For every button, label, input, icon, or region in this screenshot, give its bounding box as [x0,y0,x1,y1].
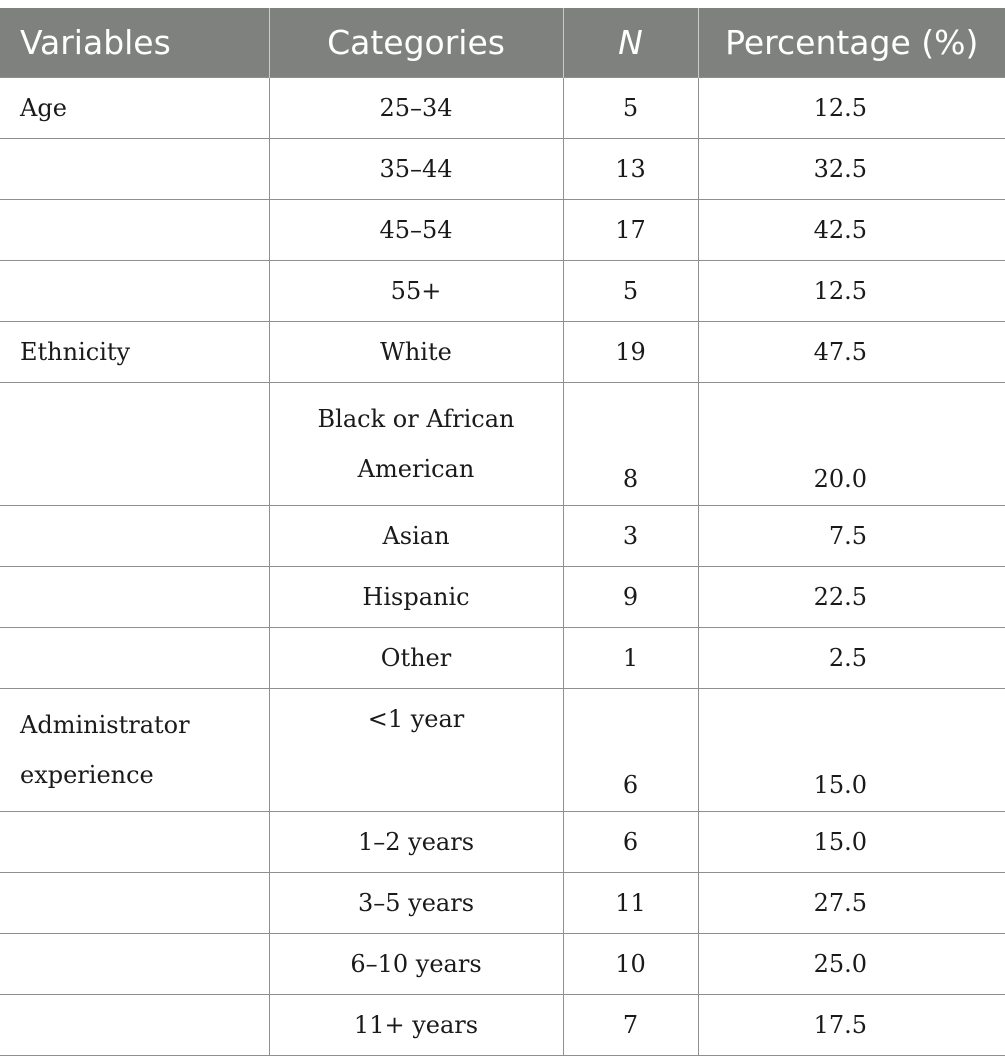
variable-cell: Age [0,77,269,139]
table-row: 6–10 years 10 25.0 [0,933,1005,995]
variable-cell [0,872,269,934]
header-percentage: Percentage (%) [697,8,1005,78]
table-row: Administrator experience <1 year 6 15.0 [0,688,1005,812]
percentage-cell: 47.5 [697,321,1005,383]
n-cell: 5 [562,77,698,139]
n-cell: 8 [562,382,698,506]
n-cell: 13 [562,138,698,200]
category-text: Black or African American [317,405,515,483]
n-cell: 17 [562,199,698,261]
header-categories: Categories [268,8,563,78]
variable-cell: Ethnicity [0,321,269,383]
variable-cell [0,627,269,689]
percentage-cell: 20.0 [697,382,1005,506]
category-cell: <1 year [268,688,563,812]
percentage-cell: 22.5 [697,566,1005,628]
table-row: Hispanic 9 22.5 [0,566,1005,628]
category-cell: 55+ [268,260,563,322]
category-cell: 45–54 [268,199,563,261]
table-row: Black or African American 8 20.0 [0,382,1005,506]
variable-cell [0,382,269,506]
demographics-table: Variables Categories N Percentage (%) Ag… [0,8,1005,1056]
variable-cell: Administrator experience [0,688,269,812]
table-row: 55+ 5 12.5 [0,260,1005,322]
n-cell: 19 [562,321,698,383]
category-cell: 35–44 [268,138,563,200]
table-row: Asian 3 7.5 [0,505,1005,567]
table-row: Age 25–34 5 12.5 [0,77,1005,139]
table-row: 3–5 years 11 27.5 [0,872,1005,934]
percentage-cell: 17.5 [697,994,1005,1056]
variable-cell [0,199,269,261]
percentage-cell: 15.0 [697,811,1005,873]
header-row: Variables Categories N Percentage (%) [0,8,1005,78]
n-cell: 7 [562,994,698,1056]
variable-cell [0,138,269,200]
table-row: 35–44 13 32.5 [0,138,1005,200]
percentage-cell: 7.5 [697,505,1005,567]
table-row: Ethnicity White 19 47.5 [0,321,1005,383]
n-cell: 6 [562,688,698,812]
percentage-cell: 2.5 [697,627,1005,689]
variable-cell [0,994,269,1056]
n-cell: 11 [562,872,698,934]
n-cell: 3 [562,505,698,567]
category-cell: White [268,321,563,383]
header-variables: Variables [0,8,269,78]
variable-text: Administrator experience [20,711,190,789]
table-header: Variables Categories N Percentage (%) [0,8,1005,78]
table-row: 11+ years 7 17.5 [0,994,1005,1056]
category-cell: 3–5 years [268,872,563,934]
percentage-cell: 42.5 [697,199,1005,261]
variable-cell [0,566,269,628]
table-body: Age 25–34 5 12.5 35–44 13 32.5 45–54 17 … [0,77,1005,1056]
n-cell: 6 [562,811,698,873]
category-cell: 6–10 years [268,933,563,995]
category-cell: 11+ years [268,994,563,1056]
variable-cell [0,505,269,567]
category-cell: Black or African American [268,382,563,506]
header-n: N [562,8,698,78]
n-cell: 5 [562,260,698,322]
n-cell: 9 [562,566,698,628]
variable-cell [0,933,269,995]
n-cell: 10 [562,933,698,995]
category-cell: Other [268,627,563,689]
category-cell: Hispanic [268,566,563,628]
category-cell: 1–2 years [268,811,563,873]
percentage-cell: 32.5 [697,138,1005,200]
variable-cell [0,811,269,873]
table-row: 1–2 years 6 15.0 [0,811,1005,873]
percentage-cell: 27.5 [697,872,1005,934]
category-cell: Asian [268,505,563,567]
table-row: Other 1 2.5 [0,627,1005,689]
variable-cell [0,260,269,322]
percentage-cell: 25.0 [697,933,1005,995]
percentage-cell: 12.5 [697,260,1005,322]
percentage-cell: 15.0 [697,688,1005,812]
percentage-cell: 12.5 [697,77,1005,139]
n-cell: 1 [562,627,698,689]
table-row: 45–54 17 42.5 [0,199,1005,261]
category-cell: 25–34 [268,77,563,139]
